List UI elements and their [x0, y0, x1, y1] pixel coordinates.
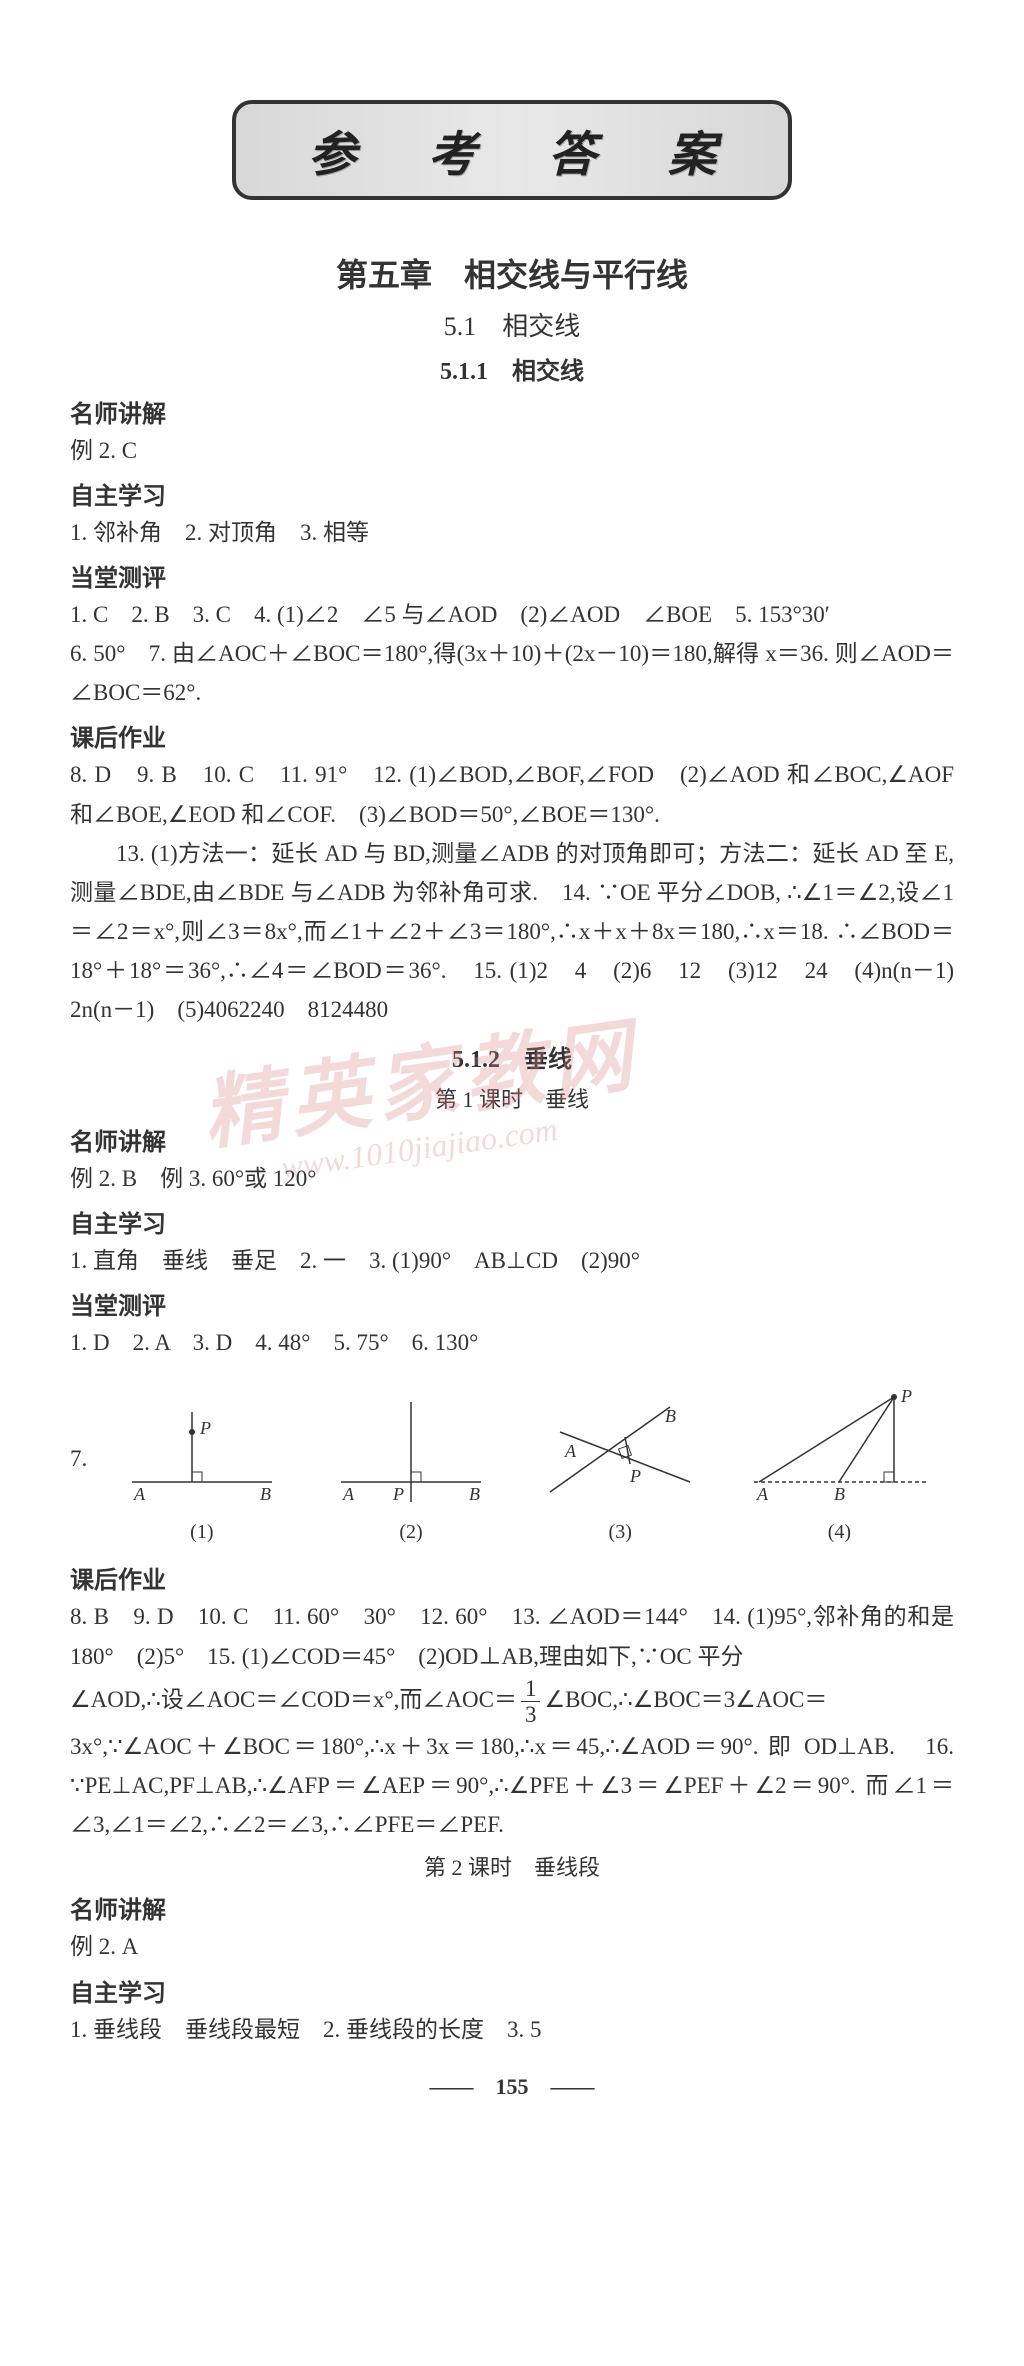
kehou-512-2b: ∠BOC,∴∠BOC＝3∠AOC＝ — [544, 1687, 827, 1712]
frac-den: 3 — [521, 1702, 541, 1727]
heading-zizhu-511: 自主学习 — [70, 476, 954, 511]
text-mingshi-511: 例 2. C — [70, 431, 954, 470]
heading-mingshi-511: 名师讲解 — [70, 394, 954, 429]
svg-text:B: B — [665, 1406, 676, 1426]
heading-kehou-511: 课后作业 — [70, 718, 954, 753]
lesson1-title: 第 1 课时 垂线 — [70, 1082, 954, 1114]
text-dangtang-512-1: 1. D 2. A 3. D 4. 48° 5. 75° 6. 130° — [70, 1323, 954, 1362]
svg-text:A: A — [133, 1484, 146, 1504]
page-number: 155 — [496, 2074, 529, 2099]
q7-prefix: 7. — [70, 1439, 87, 1478]
kehou-512-2a: ∠AOD,∴设∠AOC＝∠COD＝x°,而∠AOC＝ — [70, 1687, 517, 1712]
diagram-3-svg: A B P — [530, 1382, 710, 1512]
heading-dangtang-511: 当堂测评 — [70, 558, 954, 593]
subsection-title-511: 5.1.1 相交线 — [70, 351, 954, 386]
svg-text:P: P — [199, 1418, 211, 1438]
heading-zizhu-512: 自主学习 — [70, 1204, 954, 1239]
diagram-3: A B P (3) — [530, 1382, 710, 1544]
text-zizhu-512: 1. 直角 垂线 垂足 2. 一 3. (1)90° AB⊥CD (2)90° — [70, 1241, 954, 1280]
text-kehou-511-2: 13. (1)方法一：延长 AD 与 BD,测量∠ADB 的对顶角即可；方法二：… — [70, 834, 954, 1029]
section-title: 5.1 相交线 — [70, 306, 954, 343]
heading-mingshi-512: 名师讲解 — [70, 1122, 954, 1157]
diagram-4-svg: P A B — [739, 1382, 939, 1512]
text-zizhu-511: 1. 邻补角 2. 对顶角 3. 相等 — [70, 513, 954, 552]
fig2-label: (2) — [321, 1521, 501, 1544]
svg-text:A: A — [564, 1441, 577, 1461]
text-dangtang-511-1: 1. C 2. B 3. C 4. (1)∠2 ∠5 与∠AOD (2)∠AOD… — [70, 595, 954, 634]
text-zizhu-l2: 1. 垂线段 垂线段最短 2. 垂线段的长度 3. 5 — [70, 2010, 954, 2049]
chapter-title: 第五章 相交线与平行线 — [70, 250, 954, 296]
svg-text:A: A — [756, 1484, 769, 1504]
subsection-title-512: 5.1.2 垂线 — [70, 1039, 954, 1074]
svg-text:P: P — [900, 1386, 912, 1406]
svg-text:B: B — [469, 1484, 480, 1504]
diagram-1: P A B (1) — [112, 1392, 292, 1544]
svg-text:P: P — [629, 1466, 641, 1486]
svg-text:P: P — [392, 1484, 404, 1504]
fig3-label: (3) — [530, 1521, 710, 1544]
text-kehou-511-1: 8. D 9. B 10. C 11. 91° 12. (1)∠BOD,∠BOF… — [70, 755, 954, 833]
heading-zizhu-l2: 自主学习 — [70, 1973, 954, 2008]
diagram-2: A P B (2) — [321, 1392, 501, 1544]
diagram-2-svg: A P B — [321, 1392, 501, 1512]
text-kehou-512-2: ∠AOD,∴设∠AOC＝∠COD＝x°,而∠AOC＝13∠BOC,∴∠BOC＝3… — [70, 1676, 954, 1728]
fig4-label: (4) — [739, 1521, 939, 1544]
header-title: 参 考 答 案 — [308, 115, 746, 185]
diagram-1-svg: P A B — [112, 1392, 292, 1512]
text-kehou-512-1: 8. B 9. D 10. C 11. 60° 30° 12. 60° 13. … — [70, 1597, 954, 1675]
diagram-4: P A B (4) — [739, 1382, 939, 1544]
page-footer: —— 155 —— — [70, 2069, 954, 2101]
text-mingshi-512: 例 2. B 例 3. 60°或 120° — [70, 1159, 954, 1198]
text-mingshi-l2: 例 2. A — [70, 1927, 954, 1966]
text-kehou-512-3: 3x°,∵∠AOC＋∠BOC＝180°,∴x＋3x＝180,∴x＝45,∴∠AO… — [70, 1727, 954, 1844]
header-banner: 参 考 答 案 — [232, 100, 792, 200]
heading-mingshi-l2: 名师讲解 — [70, 1890, 954, 1925]
svg-text:A: A — [342, 1484, 355, 1504]
lesson2-title: 第 2 课时 垂线段 — [70, 1850, 954, 1882]
fig1-label: (1) — [112, 1521, 292, 1544]
frac-num: 1 — [521, 1676, 541, 1702]
svg-text:B: B — [834, 1484, 845, 1504]
heading-kehou-512: 课后作业 — [70, 1560, 954, 1595]
heading-dangtang-512: 当堂测评 — [70, 1286, 954, 1321]
fraction-1-3: 13 — [521, 1676, 541, 1728]
text-dangtang-511-2: 6. 50° 7. 由∠AOC＋∠BOC＝180°,得(3x＋10)＋(2x－1… — [70, 634, 954, 712]
svg-text:B: B — [260, 1484, 271, 1504]
